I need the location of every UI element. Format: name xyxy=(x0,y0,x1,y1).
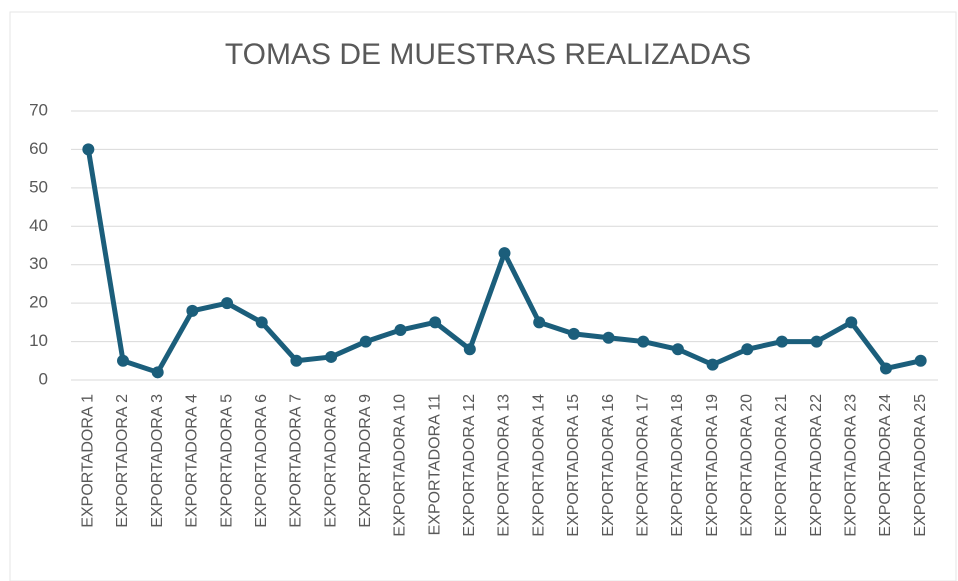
y-tick-label: 70 xyxy=(29,100,48,119)
x-tick-label: EXPORTADORA 12 xyxy=(461,394,478,537)
marker xyxy=(498,247,511,260)
marker xyxy=(775,335,788,348)
marker xyxy=(255,316,268,329)
x-tick-label: EXPORTADORA 5 xyxy=(218,394,235,528)
marker xyxy=(671,343,684,356)
marker xyxy=(82,143,95,156)
marker xyxy=(810,335,823,348)
x-tick-label: EXPORTADORA 22 xyxy=(808,394,825,537)
marker xyxy=(741,343,754,356)
x-tick-label: EXPORTADORA 4 xyxy=(184,394,201,528)
marker xyxy=(325,350,338,363)
x-tick-label: EXPORTADORA 24 xyxy=(877,394,894,537)
y-tick-label: 10 xyxy=(29,331,48,350)
y-tick-label: 30 xyxy=(29,254,48,273)
x-tick-label: EXPORTADORA 16 xyxy=(600,394,617,537)
x-tick-label: EXPORTADORA 13 xyxy=(496,394,513,537)
x-tick-label: EXPORTADORA 7 xyxy=(288,394,305,528)
y-tick-label: 40 xyxy=(29,216,48,235)
marker xyxy=(914,354,927,367)
marker xyxy=(533,316,546,329)
x-tick-label: EXPORTADORA 20 xyxy=(738,394,755,537)
chart-title: TOMAS DE MUESTRAS REALIZADAS xyxy=(225,38,751,71)
x-tick-label: EXPORTADORA 21 xyxy=(773,394,790,537)
x-tick-label: EXPORTADORA 19 xyxy=(704,394,721,537)
y-tick-label: 50 xyxy=(29,177,48,196)
marker xyxy=(429,316,442,329)
marker xyxy=(706,358,719,371)
y-tick-label: 60 xyxy=(29,139,48,158)
x-tick-label: EXPORTADORA 14 xyxy=(530,394,547,537)
marker xyxy=(186,304,199,317)
x-tick-label: EXPORTADORA 2 xyxy=(114,394,131,528)
x-tick-label: EXPORTADORA 11 xyxy=(426,394,443,535)
marker xyxy=(359,335,372,348)
x-tick-label: EXPORTADORA 18 xyxy=(669,394,686,537)
marker xyxy=(845,316,858,329)
x-tick-label: EXPORTADORA 25 xyxy=(912,394,929,537)
y-tick-label: 0 xyxy=(39,369,48,388)
marker xyxy=(602,331,615,344)
x-tick-label: EXPORTADORA 17 xyxy=(634,394,651,537)
chart-area xyxy=(9,11,957,581)
marker xyxy=(567,327,580,340)
marker xyxy=(151,366,164,379)
marker xyxy=(117,354,130,367)
marker xyxy=(637,335,650,348)
x-tick-label: EXPORTADORA 1 xyxy=(80,394,97,528)
marker xyxy=(290,354,303,367)
x-tick-label: EXPORTADORA 9 xyxy=(357,394,374,528)
x-tick-label: EXPORTADORA 3 xyxy=(149,394,166,528)
marker xyxy=(463,343,476,356)
x-tick-label: EXPORTADORA 15 xyxy=(565,394,582,537)
x-tick-label: EXPORTADORA 23 xyxy=(843,394,860,537)
marker xyxy=(879,362,892,375)
x-tick-label: EXPORTADORA 8 xyxy=(322,394,339,528)
x-tick-label: EXPORTADORA 6 xyxy=(253,394,270,528)
x-tick-label: EXPORTADORA 10 xyxy=(392,394,409,537)
y-tick-label: 20 xyxy=(29,293,48,312)
marker xyxy=(394,324,407,337)
marker xyxy=(221,297,234,310)
